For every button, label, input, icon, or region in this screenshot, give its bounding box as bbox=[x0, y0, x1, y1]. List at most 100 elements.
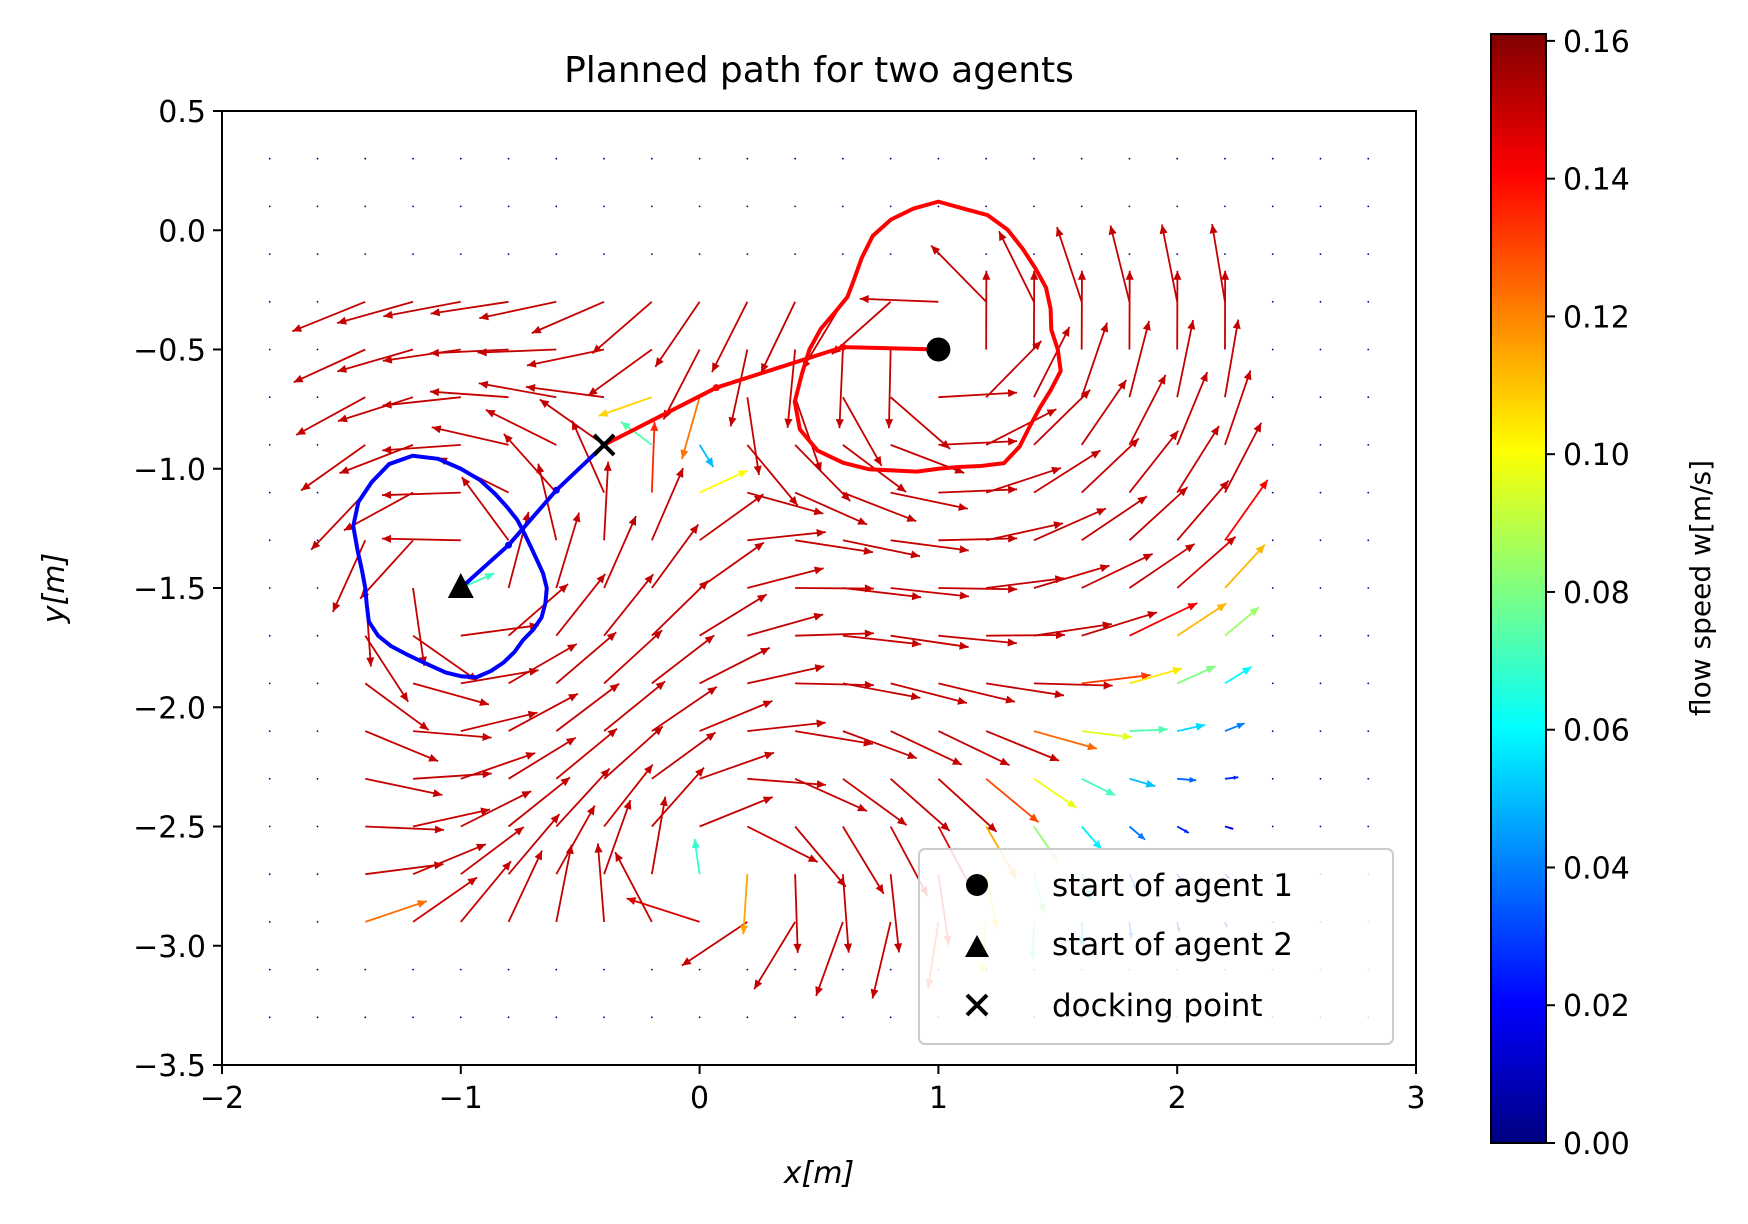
quiver-arrow-head bbox=[1008, 389, 1017, 397]
quiver-arrow bbox=[461, 861, 511, 922]
quiver-arrow bbox=[1367, 826, 1369, 828]
quiver-arrow-shaft bbox=[712, 302, 747, 372]
quiver-arrow bbox=[712, 302, 747, 372]
quiver-arrow bbox=[931, 246, 986, 302]
quiver-arrow bbox=[1367, 444, 1369, 446]
quiver-arrow-head bbox=[706, 732, 716, 741]
quiver-arrow bbox=[795, 540, 873, 555]
quiver-arrow-head bbox=[1196, 723, 1206, 731]
quiver-arrow-shaft bbox=[430, 392, 509, 398]
quiver-arrow bbox=[1272, 301, 1274, 303]
quiver-arrow-shaft bbox=[655, 302, 699, 367]
quiver-arrow bbox=[700, 701, 773, 731]
quiver-arrow-shaft bbox=[747, 493, 823, 514]
quiver-arrow bbox=[604, 800, 631, 874]
quiver-arrow bbox=[985, 158, 987, 160]
quiver-arrow-head bbox=[690, 524, 699, 534]
quiver-arrow-shaft bbox=[413, 588, 424, 666]
quiver-arrow bbox=[651, 158, 653, 160]
quiver-arrow-shaft bbox=[891, 731, 962, 765]
quiver-arrow bbox=[382, 535, 461, 543]
quiver-arrow bbox=[1320, 492, 1322, 494]
quiver-arrow bbox=[747, 567, 823, 588]
quiver-arrow bbox=[1129, 375, 1165, 445]
quiver-arrow bbox=[1320, 587, 1322, 589]
quiver-arrow-head bbox=[1126, 271, 1134, 280]
quiver-arrow bbox=[652, 687, 717, 731]
quiver-arrow bbox=[1034, 450, 1101, 492]
quiver-arrow-head bbox=[382, 446, 391, 454]
quiver-arrow bbox=[843, 493, 916, 522]
quiver-arrow-shaft bbox=[795, 588, 874, 589]
quiver-arrow-shaft bbox=[333, 540, 365, 612]
quiver-arrow bbox=[843, 731, 917, 759]
quiver-arrow bbox=[556, 684, 619, 731]
quiver-arrow bbox=[269, 206, 271, 208]
quiver-arrow-head bbox=[692, 839, 700, 848]
quiver-arrow bbox=[317, 873, 319, 875]
quiver-arrow-shaft bbox=[652, 524, 698, 588]
quiver-arrow-shaft bbox=[664, 350, 700, 420]
quiver-arrow-head bbox=[1159, 726, 1168, 734]
quiver-arrow bbox=[1225, 423, 1261, 493]
quiver-arrow bbox=[532, 302, 604, 333]
quiver-arrow bbox=[317, 301, 319, 303]
quiver-arrow bbox=[269, 730, 271, 732]
quiver-arrow bbox=[1160, 225, 1178, 302]
quiver-arrow-shaft bbox=[509, 584, 568, 636]
quiver-arrow bbox=[891, 731, 962, 765]
quiver-arrow-head bbox=[604, 462, 612, 471]
quiver-arrow bbox=[1056, 227, 1082, 302]
quiver-arrow-shaft bbox=[816, 922, 843, 996]
quiver-arrow bbox=[1082, 323, 1108, 397]
quiver-arrow bbox=[556, 806, 594, 875]
quiver-arrow bbox=[430, 388, 509, 397]
quiver-arrow bbox=[382, 491, 461, 499]
quiver-arrow bbox=[292, 302, 365, 332]
quiver-arrow bbox=[1177, 320, 1195, 397]
quiver-arrow bbox=[460, 158, 462, 160]
quiver-arrow bbox=[317, 683, 319, 685]
quiver-arrow-shaft bbox=[1082, 675, 1151, 683]
quiver-arrow bbox=[317, 158, 319, 160]
quiver-arrow-shaft bbox=[700, 701, 773, 731]
quiver-arrow-head bbox=[431, 308, 441, 316]
quiver-arrow bbox=[938, 389, 1017, 397]
quiver-arrow-shaft bbox=[365, 779, 442, 795]
quiver-arrow bbox=[842, 206, 844, 208]
quiver-arrow-shaft bbox=[1225, 320, 1238, 398]
quiver-arrow-head bbox=[1187, 320, 1195, 330]
y-tick-label: −3.5 bbox=[133, 1049, 206, 1084]
quiver-arrow-head bbox=[871, 989, 879, 999]
quiver-arrow bbox=[1320, 349, 1322, 351]
quiver-arrow bbox=[651, 969, 653, 971]
quiver-arrow bbox=[938, 779, 996, 832]
quiver-arrow bbox=[508, 253, 510, 255]
quiver-arrow bbox=[747, 529, 825, 540]
quiver-arrow-shaft bbox=[652, 732, 716, 778]
quiver-arrow-head bbox=[400, 692, 408, 702]
quiver-arrow-head bbox=[382, 491, 391, 499]
quiver-arrow bbox=[604, 462, 612, 541]
quiver-arrow-shaft bbox=[747, 614, 823, 635]
quiver-arrow-shaft bbox=[891, 493, 968, 509]
quiver-arrow-shaft bbox=[1177, 426, 1219, 493]
quiver-arrow-head bbox=[366, 657, 374, 666]
quiver-arrow-shaft bbox=[1034, 390, 1090, 445]
quiver-arrow bbox=[555, 206, 557, 208]
quiver-arrow bbox=[652, 732, 716, 778]
quiver-arrow bbox=[890, 253, 892, 255]
quiver-arrow bbox=[460, 969, 462, 971]
quiver-arrow bbox=[509, 777, 570, 826]
quiver-arrow bbox=[938, 158, 940, 160]
quiver-arrow bbox=[269, 492, 271, 494]
quiver-arrow-shaft bbox=[986, 468, 1061, 493]
quiver-arrow bbox=[509, 584, 568, 636]
quiver-arrow-head bbox=[1147, 611, 1157, 619]
quiver-arrow-head bbox=[754, 466, 762, 476]
quiver-arrow bbox=[1034, 779, 1077, 808]
quiver-arrow bbox=[269, 921, 271, 923]
quiver-arrow bbox=[1081, 206, 1083, 208]
quiver-arrow-shaft bbox=[700, 753, 774, 779]
